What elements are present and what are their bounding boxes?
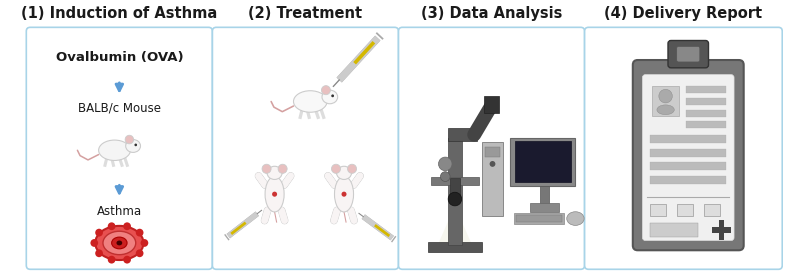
Bar xyxy=(428,242,482,252)
Circle shape xyxy=(134,144,137,146)
Bar xyxy=(448,138,461,245)
Polygon shape xyxy=(435,206,474,250)
Ellipse shape xyxy=(116,241,123,245)
Circle shape xyxy=(448,192,461,206)
Circle shape xyxy=(95,249,103,257)
Bar xyxy=(448,128,477,141)
Circle shape xyxy=(141,239,149,247)
Circle shape xyxy=(123,222,131,230)
Bar xyxy=(650,176,726,184)
Circle shape xyxy=(125,135,134,144)
Bar xyxy=(718,220,725,240)
Circle shape xyxy=(90,239,98,247)
FancyBboxPatch shape xyxy=(399,27,585,269)
Ellipse shape xyxy=(103,231,136,255)
Circle shape xyxy=(659,89,672,103)
Bar xyxy=(650,204,666,216)
Bar xyxy=(712,227,731,233)
Ellipse shape xyxy=(567,212,584,225)
Bar xyxy=(686,98,726,105)
Bar xyxy=(650,163,726,170)
FancyBboxPatch shape xyxy=(26,27,212,269)
Ellipse shape xyxy=(336,166,351,180)
Ellipse shape xyxy=(335,177,354,212)
Ellipse shape xyxy=(126,139,141,152)
Ellipse shape xyxy=(265,177,284,212)
Circle shape xyxy=(108,256,116,263)
Circle shape xyxy=(341,192,347,197)
Ellipse shape xyxy=(293,91,327,112)
Bar xyxy=(482,142,503,216)
Bar xyxy=(516,215,562,222)
Text: (4) Delivery Report: (4) Delivery Report xyxy=(604,7,762,21)
Text: Ovalbumin (OVA): Ovalbumin (OVA) xyxy=(56,51,183,64)
Ellipse shape xyxy=(657,105,674,115)
Circle shape xyxy=(262,164,271,173)
Ellipse shape xyxy=(112,237,127,249)
Bar xyxy=(431,177,479,185)
Text: BALB/c Mouse: BALB/c Mouse xyxy=(78,101,161,114)
Bar xyxy=(530,203,559,212)
Bar xyxy=(686,122,726,128)
FancyBboxPatch shape xyxy=(668,40,708,68)
Circle shape xyxy=(136,229,144,236)
Circle shape xyxy=(347,164,357,173)
Bar xyxy=(650,135,726,143)
FancyBboxPatch shape xyxy=(677,46,700,62)
Bar xyxy=(704,204,720,216)
Ellipse shape xyxy=(98,140,130,160)
Circle shape xyxy=(440,172,450,182)
Circle shape xyxy=(321,86,330,95)
FancyBboxPatch shape xyxy=(212,27,399,269)
Text: Asthma: Asthma xyxy=(97,205,142,218)
Circle shape xyxy=(272,192,277,197)
FancyBboxPatch shape xyxy=(642,75,734,241)
Bar xyxy=(514,213,564,224)
Circle shape xyxy=(332,164,340,173)
Bar xyxy=(510,138,575,186)
Bar xyxy=(650,223,699,236)
Bar xyxy=(515,141,571,182)
Circle shape xyxy=(439,157,452,171)
Bar xyxy=(686,110,726,117)
Circle shape xyxy=(490,161,495,167)
Text: (2) Treatment: (2) Treatment xyxy=(248,7,362,21)
Ellipse shape xyxy=(95,226,144,260)
Bar xyxy=(652,86,679,115)
Circle shape xyxy=(278,164,287,173)
Bar xyxy=(678,204,692,216)
FancyBboxPatch shape xyxy=(633,60,744,250)
Bar xyxy=(485,147,500,157)
Ellipse shape xyxy=(267,166,282,180)
Ellipse shape xyxy=(322,90,338,104)
Circle shape xyxy=(95,229,103,236)
Circle shape xyxy=(108,222,116,230)
Circle shape xyxy=(123,256,131,263)
Bar xyxy=(540,186,549,204)
FancyBboxPatch shape xyxy=(585,27,782,269)
Circle shape xyxy=(331,94,334,97)
Bar xyxy=(484,96,499,113)
Bar xyxy=(650,149,726,156)
Text: (1) Induction of Asthma: (1) Induction of Asthma xyxy=(21,7,218,21)
Bar xyxy=(686,86,726,93)
Text: (3) Data Analysis: (3) Data Analysis xyxy=(421,7,562,21)
Bar xyxy=(450,178,460,202)
Circle shape xyxy=(136,249,144,257)
